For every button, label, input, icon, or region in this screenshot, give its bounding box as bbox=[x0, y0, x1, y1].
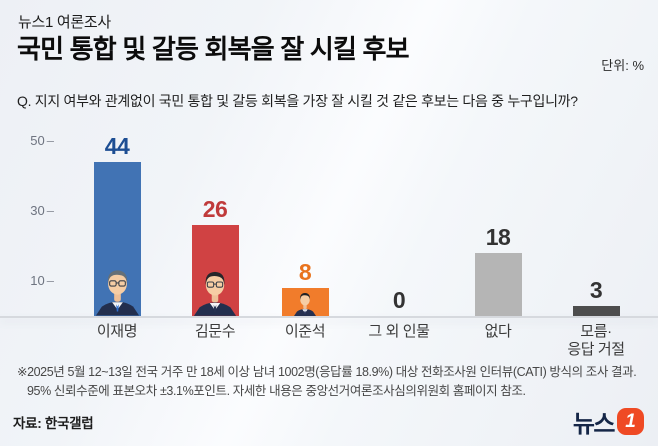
candidate-photo bbox=[192, 266, 239, 316]
x-axis-baseline bbox=[0, 316, 658, 318]
survey-question: Q. 지지 여부와 관계없이 국민 통합 및 갈등 회복을 가장 잘 시킬 것 … bbox=[17, 93, 578, 109]
source-label: 자료: 한국갤럽 bbox=[13, 416, 94, 431]
person-icon bbox=[95, 270, 139, 316]
bar-value-label: 3 bbox=[589, 276, 603, 303]
news1-logo: 뉴스 1 bbox=[573, 404, 644, 439]
bar-value-label: 18 bbox=[485, 224, 511, 250]
footnote-line2: 95% 신뢰수준에 표본오차 ±3.1%포인트. 자세한 내용은 중앙선거여론조… bbox=[27, 384, 526, 398]
header-kicker: 뉴스1 여론조사 bbox=[18, 14, 111, 31]
page-title: 국민 통합 및 갈등 회복을 잘 시킬 후보 bbox=[17, 34, 410, 64]
bar-category-label: 김문수 bbox=[194, 323, 236, 340]
bar-category-label: 이준석 bbox=[284, 323, 326, 340]
candidate-photo bbox=[94, 264, 141, 316]
y-tick-label: 10 bbox=[30, 273, 45, 288]
bar-value-label: 26 bbox=[202, 196, 228, 222]
person-icon bbox=[294, 293, 316, 316]
unit-label: 단위: % bbox=[601, 58, 644, 73]
y-tick-label: 30 bbox=[30, 203, 45, 218]
bar-category-label: 없다 bbox=[484, 323, 512, 340]
bar-value-label: 8 bbox=[298, 259, 312, 285]
logo-wordmark: 뉴스 bbox=[572, 411, 616, 438]
y-tick-mark: – bbox=[46, 133, 54, 148]
bar-category-label: 모름· 응답 거절 bbox=[567, 323, 625, 359]
logo-numeral: 1 bbox=[625, 411, 636, 432]
bar-value-label: 0 bbox=[392, 287, 406, 313]
person-icon bbox=[193, 271, 237, 316]
bar bbox=[572, 305, 620, 316]
bar-category-label: 그 외 인물 bbox=[368, 323, 430, 340]
y-axis-tick: 10– bbox=[14, 273, 54, 289]
y-tick-mark: – bbox=[46, 203, 54, 218]
bar bbox=[474, 253, 522, 316]
bar-value-label: 44 bbox=[104, 133, 130, 159]
candidate-photo bbox=[282, 290, 329, 316]
logo-numeral-block: 1 bbox=[617, 408, 644, 435]
y-axis-tick: 50– bbox=[14, 133, 54, 149]
footnote-line1: ※2025년 5월 12~13일 전국 거주 만 18세 이상 남녀 1002명… bbox=[17, 365, 637, 379]
y-tick-mark: – bbox=[46, 273, 54, 288]
y-axis-tick: 30– bbox=[14, 203, 54, 219]
y-tick-label: 50 bbox=[30, 133, 45, 148]
bar-category-label: 이재명 bbox=[96, 323, 138, 340]
